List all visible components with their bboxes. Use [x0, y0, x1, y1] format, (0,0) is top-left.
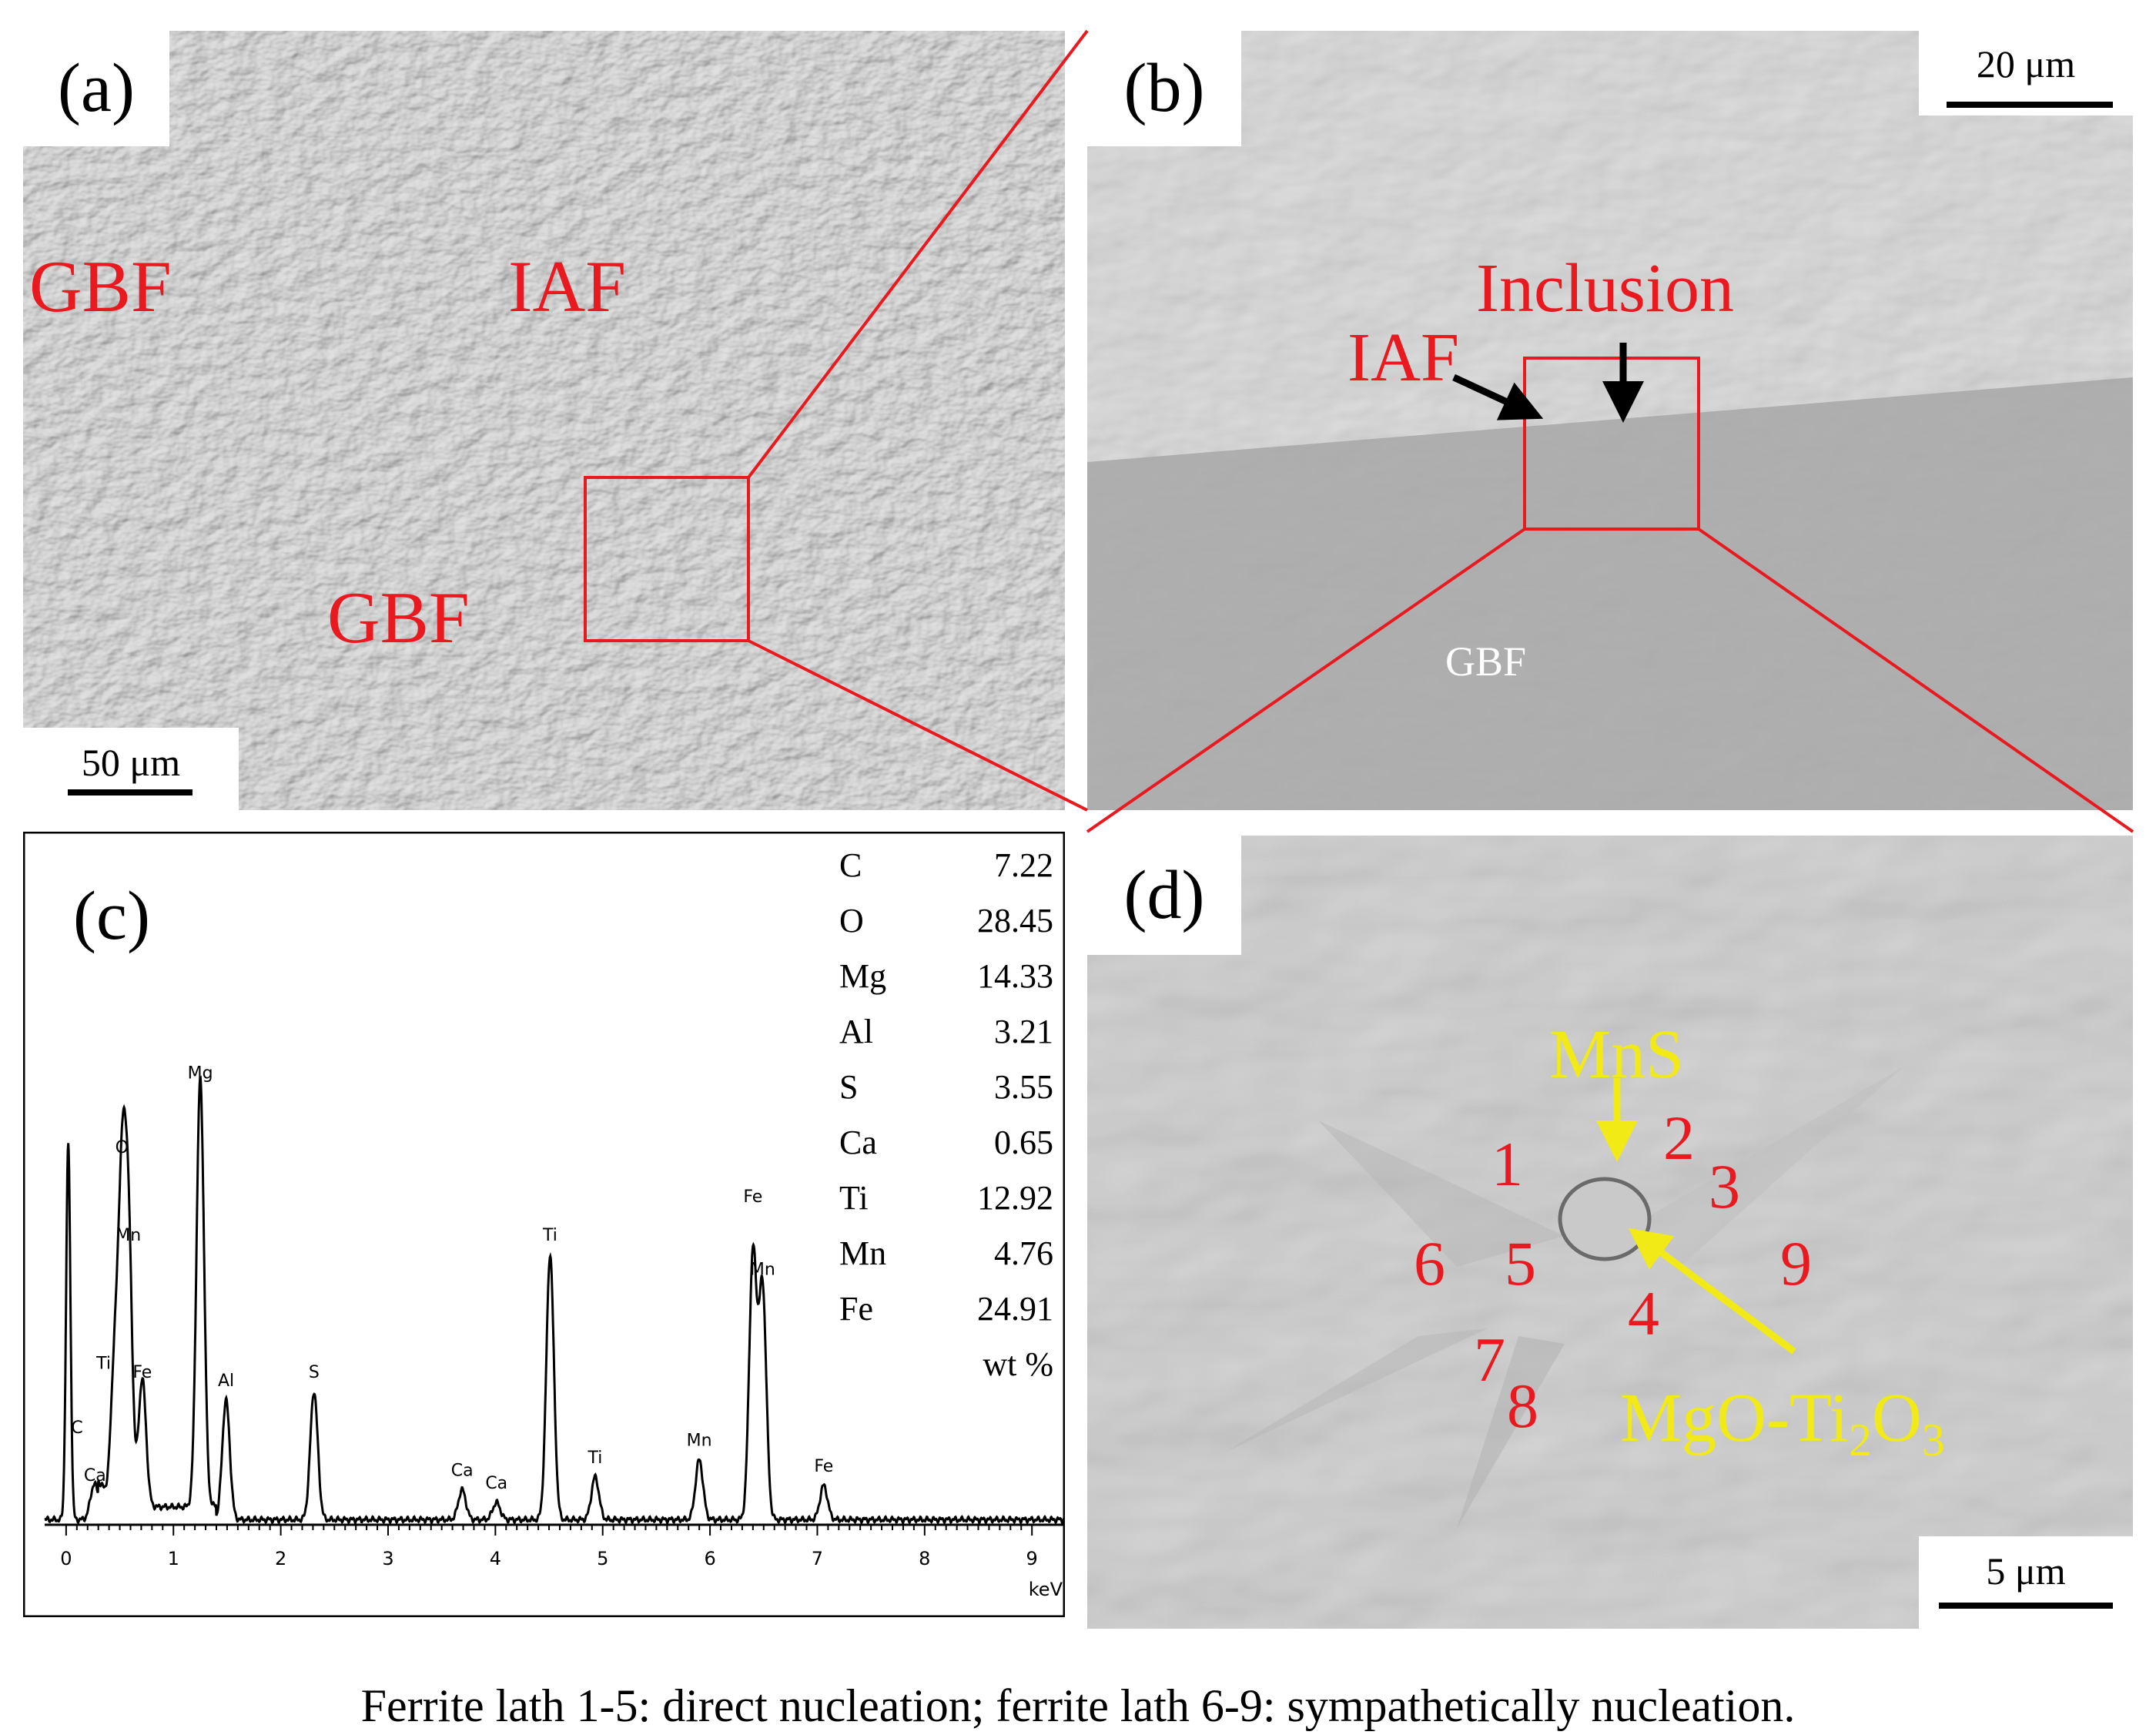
figure-caption: Ferrite lath 1-5: direct nucleation; fer… — [0, 1683, 2156, 1729]
eds-tick-label: 8 — [919, 1548, 930, 1569]
element-mg: Mg — [839, 960, 886, 993]
panel-c: 0 1 2 3 4 5 6 7 8 9 keV C Ca Ti O Mn Fe Mg Al S Ca Ca Ti Ti Mn F… — [23, 832, 1065, 1617]
inclusion-particle — [1560, 1179, 1649, 1259]
oxide-mid: O — [1872, 1380, 1922, 1456]
oxide-sub-2: 3 — [1922, 1415, 1945, 1465]
scale-text-d: 5 μm — [1919, 1552, 2133, 1590]
lath-8: 8 — [1507, 1375, 1538, 1438]
lath-3: 3 — [1709, 1155, 1740, 1218]
eds-peak-label: Al — [218, 1372, 234, 1391]
value-c: 7.22 — [994, 849, 1053, 883]
label-iaf-b: IAF — [1348, 323, 1459, 393]
element-fe: Fe — [839, 1292, 873, 1326]
eds-peak-label: Ca — [485, 1474, 507, 1493]
scale-bar-b: 20 μm — [1919, 31, 2133, 116]
eds-peak-label: Ca — [451, 1461, 474, 1480]
value-ca: 0.65 — [994, 1126, 1053, 1160]
element-o: O — [839, 904, 864, 938]
label-oxide: MgO-Ti2O3 — [1620, 1384, 1945, 1463]
eds-peak-label: Ti — [542, 1226, 557, 1245]
lath-7: 7 — [1474, 1328, 1505, 1392]
eds-peak-label: Mg — [188, 1063, 213, 1083]
eds-tick-label: 9 — [1026, 1548, 1038, 1569]
eds-tick-label: 1 — [168, 1548, 179, 1569]
element-ca: Ca — [839, 1126, 877, 1160]
element-al: Al — [839, 1015, 873, 1049]
panel-a: (a) GBF IAF GBF 50 μm — [23, 31, 1065, 810]
scale-bar-a: 50 μm — [23, 728, 239, 810]
scale-text-b: 20 μm — [1919, 45, 2133, 83]
sem-micrograph-d — [1087, 836, 2133, 1629]
value-o: 28.45 — [977, 904, 1053, 938]
eds-peak-label: Mn — [750, 1261, 775, 1280]
eds-peak-label: C — [71, 1418, 82, 1438]
scale-text-a: 50 μm — [23, 743, 239, 782]
panel-d: (d) MnS MgO-Ti2O3 1 2 3 4 5 6 7 8 9 5 μm — [1087, 836, 2133, 1629]
eds-tick-label: 0 — [60, 1548, 72, 1569]
label-gbf-left: GBF — [29, 250, 172, 323]
value-mg: 14.33 — [977, 960, 1053, 993]
oxide-prefix: MgO-Ti — [1620, 1380, 1849, 1456]
element-ti: Ti — [839, 1181, 869, 1215]
panel-c-tag: (c) — [50, 874, 173, 959]
sem-micrograph-b — [1087, 31, 2133, 810]
value-s: 3.55 — [994, 1070, 1053, 1104]
unit-wt-percent: wt % — [983, 1348, 1053, 1382]
scale-line-b — [1947, 102, 2113, 108]
eds-tick-label: 6 — [704, 1548, 715, 1569]
label-iaf: IAF — [508, 250, 626, 323]
label-gbf-bottom: GBF — [327, 581, 470, 655]
eds-peak-label: Ti — [588, 1449, 603, 1468]
eds-peak-label: Mn — [687, 1432, 712, 1451]
eds-peak-label: Ca — [84, 1466, 106, 1485]
value-al: 3.21 — [994, 1015, 1053, 1049]
eds-tick-label: 5 — [597, 1548, 608, 1569]
panel-b: (b) 20 μm Inclusion IAF GBF — [1087, 31, 2133, 810]
eds-peak-label: O — [116, 1138, 129, 1157]
element-mn: Mn — [839, 1237, 886, 1271]
oxide-sub-1: 2 — [1849, 1415, 1872, 1465]
eds-peak-label: Mn — [116, 1226, 141, 1245]
composition-table: C 7.22 O 28.45 Mg 14.33 Al 3.21 S 3.55 C… — [793, 849, 1063, 1234]
value-ti: 12.92 — [977, 1181, 1053, 1215]
label-inclusion: Inclusion — [1476, 254, 1734, 323]
eds-peak-label: Fe — [743, 1187, 762, 1207]
sem-micrograph-a — [23, 31, 1065, 810]
lath-4: 4 — [1628, 1282, 1659, 1345]
label-gbf-b: GBF — [1445, 641, 1526, 682]
value-fe: 24.91 — [977, 1292, 1053, 1326]
lath-1: 1 — [1491, 1133, 1523, 1196]
scale-line-d — [1939, 1603, 2113, 1609]
composition-table-lower: Mn 4.76 Fe 24.91 wt % — [793, 1237, 1063, 1414]
eds-tick-label: 4 — [490, 1548, 501, 1569]
lath-5: 5 — [1505, 1232, 1536, 1295]
eds-x-axis-label: keV — [1029, 1579, 1063, 1600]
lath-2: 2 — [1663, 1107, 1695, 1170]
eds-peak-label: Ti — [95, 1355, 111, 1374]
element-s: S — [839, 1070, 858, 1104]
scale-line-a — [68, 789, 192, 795]
eds-peak-label: Fe — [132, 1363, 152, 1382]
eds-tick-label: 3 — [382, 1548, 393, 1569]
lath-9: 9 — [1780, 1232, 1812, 1295]
eds-peak-label: S — [309, 1363, 320, 1382]
panel-b-tag: (b) — [1087, 31, 1241, 146]
lath-6: 6 — [1414, 1232, 1445, 1295]
label-mns: MnS — [1549, 1020, 1684, 1090]
eds-tick-label: 2 — [275, 1548, 286, 1569]
value-mn: 4.76 — [994, 1237, 1053, 1271]
panel-a-tag: (a) — [23, 31, 169, 146]
panel-d-tag: (d) — [1087, 836, 1241, 955]
eds-tick-label: 7 — [812, 1548, 823, 1569]
eds-peak-label: Fe — [814, 1457, 833, 1476]
element-c: C — [839, 849, 862, 883]
scale-bar-d: 5 μm — [1919, 1536, 2133, 1629]
